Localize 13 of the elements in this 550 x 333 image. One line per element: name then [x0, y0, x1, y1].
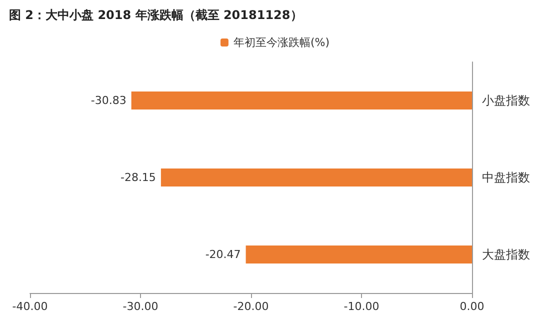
legend-label: 年初至今涨跌幅(%) [233, 36, 330, 49]
data-label: -30.83 [90, 94, 126, 107]
y-tick-label: 大盘指数 [482, 248, 530, 262]
data-label: -20.47 [205, 248, 241, 261]
y-tick-label: 中盘指数 [482, 170, 530, 184]
x-tick-label: -40.00 [12, 300, 48, 313]
x-tick-label: -10.00 [344, 300, 380, 313]
x-tick-label: -30.00 [122, 300, 158, 313]
data-label: -28.15 [120, 171, 156, 184]
y-tick-label: 小盘指数 [482, 94, 530, 108]
x-tick-label: -20.00 [233, 300, 269, 313]
x-tick-label: 0.00 [460, 300, 484, 313]
chart-title: 图 2：大中小盘 2018 年涨跌幅（截至 20181128） [9, 8, 302, 22]
